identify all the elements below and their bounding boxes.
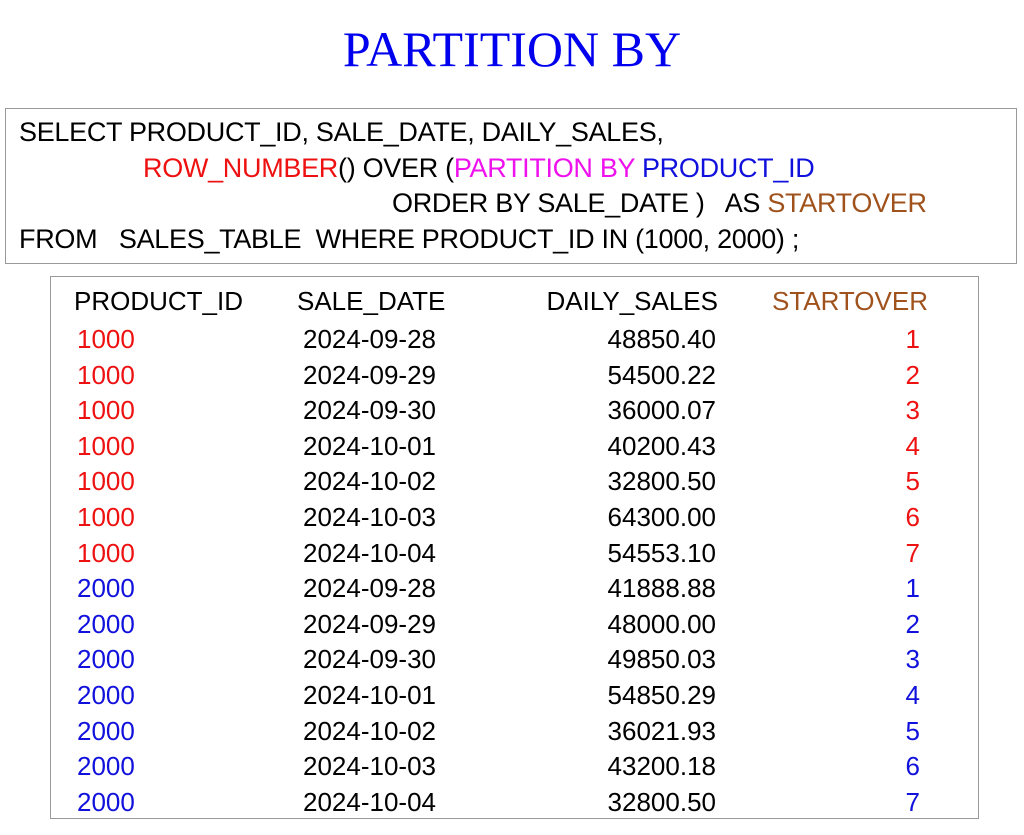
cell-daily-sales: 32800.50 — [607, 466, 716, 497]
sql-row-number: ROW_NUMBER — [143, 153, 339, 183]
cell-sale-date: 2024-10-02 — [303, 715, 436, 746]
cell-sale-date: 2024-09-28 — [303, 324, 436, 354]
cell-sale-date: 2024-10-03 — [303, 502, 436, 532]
cell-sale-date: 2024-09-30 — [303, 395, 436, 426]
cell-daily-sales: 48000.00 — [607, 608, 716, 639]
cell-startover: 6 — [905, 751, 920, 782]
cell-sale-date: 2024-10-02 — [303, 466, 436, 497]
cell-startover: 3 — [905, 644, 920, 675]
cell-product-id: 2000 — [77, 608, 135, 639]
sql-order-by: ORDER BY SALE_DATE ) AS — [392, 188, 768, 218]
cell-product-id: 2000 — [77, 786, 135, 817]
sql-line-2: ROW_NUMBER() OVER (PARTITION BY PRODUCT_… — [143, 153, 815, 184]
cell-product-id: 1000 — [77, 502, 135, 532]
sql-alias: STARTOVER — [767, 188, 927, 218]
cell-product-id: 1000 — [77, 359, 135, 390]
cell-sale-date: 2024-09-30 — [303, 644, 436, 675]
cell-product-id: 2000 — [77, 573, 135, 604]
sql-over: () OVER ( — [338, 153, 454, 183]
cell-sale-date: 2024-10-04 — [303, 537, 436, 568]
cell-startover: 4 — [905, 680, 920, 710]
sql-partition-by: PARTITION BY — [453, 153, 635, 183]
cell-product-id: 2000 — [77, 644, 135, 675]
cell-startover: 3 — [905, 395, 920, 426]
cell-daily-sales: 41888.88 — [607, 573, 716, 604]
result-table: PRODUCT_ID SALE_DATE DAILY_SALES STARTOV… — [50, 276, 979, 819]
sql-partition-column: PRODUCT_ID — [634, 153, 815, 183]
sql-line-4: FROM SALES_TABLE WHERE PRODUCT_ID IN (10… — [19, 224, 800, 254]
cell-product-id: 1000 — [77, 324, 135, 354]
cell-startover: 2 — [905, 608, 920, 639]
sql-line-1: SELECT PRODUCT_ID, SALE_DATE, DAILY_SALE… — [19, 117, 664, 147]
cell-daily-sales: 36000.07 — [607, 395, 716, 426]
cell-daily-sales: 54850.29 — [607, 680, 716, 710]
cell-product-id: 1000 — [77, 537, 135, 568]
cell-sale-date: 2024-10-01 — [303, 430, 436, 461]
cell-daily-sales: 54553.10 — [607, 537, 716, 568]
cell-product-id: 1000 — [77, 430, 135, 461]
cell-startover: 4 — [905, 430, 920, 461]
cell-startover: 5 — [905, 715, 920, 746]
cell-daily-sales: 40200.43 — [607, 430, 716, 461]
sql-query-box: SELECT PRODUCT_ID, SALE_DATE, DAILY_SALE… — [5, 108, 1017, 264]
cell-startover: 6 — [905, 502, 920, 532]
cell-sale-date: 2024-10-01 — [303, 680, 436, 710]
header-daily-sales: DAILY_SALES — [546, 286, 718, 316]
cell-daily-sales: 32800.50 — [607, 786, 716, 817]
cell-startover: 2 — [905, 359, 920, 390]
cell-daily-sales: 43200.18 — [607, 751, 716, 782]
cell-product-id: 2000 — [77, 715, 135, 746]
cell-sale-date: 2024-10-04 — [303, 786, 436, 817]
cell-sale-date: 2024-10-03 — [303, 751, 436, 782]
cell-startover: 5 — [905, 466, 920, 497]
cell-sale-date: 2024-09-29 — [303, 608, 436, 639]
cell-sale-date: 2024-09-28 — [303, 573, 436, 604]
cell-daily-sales: 54500.22 — [607, 359, 716, 390]
cell-sale-date: 2024-09-29 — [303, 359, 436, 390]
page-title: PARTITION BY — [342, 21, 682, 77]
cell-product-id: 2000 — [77, 680, 135, 710]
cell-product-id: 1000 — [77, 395, 135, 426]
sql-line-3: ORDER BY SALE_DATE ) AS STARTOVER — [392, 188, 927, 219]
header-product-id: PRODUCT_ID — [74, 286, 244, 316]
cell-daily-sales: 48850.40 — [607, 324, 716, 354]
cell-daily-sales: 49850.03 — [607, 644, 716, 675]
header-sale-date: SALE_DATE — [297, 286, 446, 316]
cell-startover: 1 — [905, 324, 920, 354]
cell-daily-sales: 36021.93 — [607, 715, 716, 746]
header-startover: STARTOVER — [771, 286, 928, 316]
cell-daily-sales: 64300.00 — [607, 502, 716, 532]
cell-startover: 7 — [905, 786, 920, 817]
cell-startover: 7 — [905, 537, 920, 568]
cell-product-id: 2000 — [77, 751, 135, 782]
cell-startover: 1 — [905, 573, 920, 604]
cell-product-id: 1000 — [77, 466, 135, 497]
